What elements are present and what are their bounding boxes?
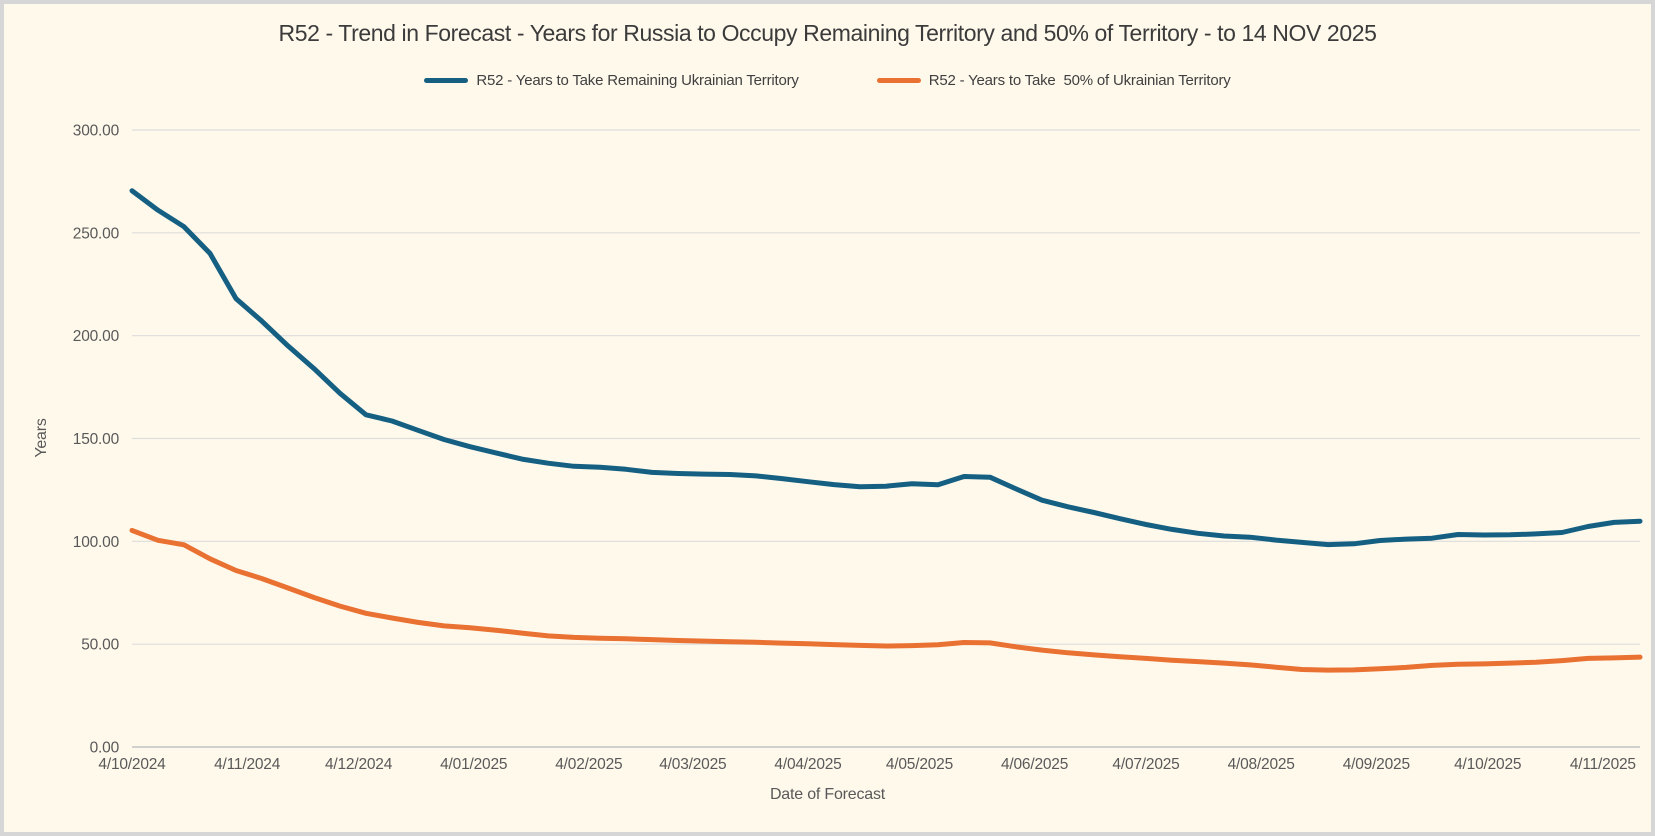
y-tick-label: 300.00 — [73, 123, 120, 140]
x-tick-label: 4/10/2024 — [98, 756, 166, 773]
series-line-50pct-territory — [129, 527, 1643, 673]
x-tick-label: 4/08/2025 — [1228, 756, 1295, 773]
y-tick-label: 250.00 — [73, 225, 120, 242]
x-tick-label: 4/11/2024 — [214, 756, 281, 773]
legend-label-remaining-territory: R52 - Years to Take Remaining Ukrainian … — [476, 72, 799, 89]
x-tick-label: 4/09/2025 — [1343, 756, 1410, 773]
series-line-remaining-territory — [129, 188, 1643, 548]
chart-title: R52 - Trend in Forecast - Years for Russ… — [278, 20, 1377, 46]
legend-item-50pct-territory: R52 - Years to Take 50% of Ukrainian Ter… — [876, 72, 1231, 89]
x-tick-label: 4/02/2025 — [555, 756, 622, 773]
y-tick-label: 100.00 — [73, 534, 120, 551]
plot-area: 0.00 50.00 100.00 150.00 200.00 250.00 300.00 4… — [73, 123, 1643, 773]
x-tick-label: 4/07/2025 — [1112, 756, 1179, 773]
y-tick-label: 200.00 — [73, 328, 120, 345]
x-tick-label: 4/12/2024 — [325, 756, 393, 773]
x-tick-label: 4/06/2025 — [1001, 756, 1068, 773]
x-tick-label: 4/10/2025 — [1454, 756, 1521, 773]
x-tick-label: 4/11/2025 — [1570, 756, 1636, 773]
x-tick-label: 4/03/2025 — [659, 756, 726, 773]
x-tick-label: 4/01/2025 — [440, 756, 507, 773]
y-tick-label: 0.00 — [90, 740, 120, 757]
chart-legend: R52 - Years to Take Remaining Ukrainian … — [4, 72, 1651, 89]
legend-swatch-50pct-territory-icon — [876, 78, 921, 83]
x-tick-label: 4/04/2025 — [774, 756, 841, 773]
x-axis-title: Date of Forecast — [769, 786, 886, 803]
legend-label-50pct-territory: R52 - Years to Take 50% of Ukrainian Ter… — [928, 72, 1231, 89]
y-tick-label: 50.00 — [81, 637, 119, 654]
y-tick-label: 150.00 — [73, 431, 120, 448]
legend-swatch-remaining-territory-icon — [424, 78, 469, 83]
x-tick-label: 4/05/2025 — [886, 756, 953, 773]
legend-item-remaining-territory: R52 - Years to Take Remaining Ukrainian … — [424, 72, 799, 89]
